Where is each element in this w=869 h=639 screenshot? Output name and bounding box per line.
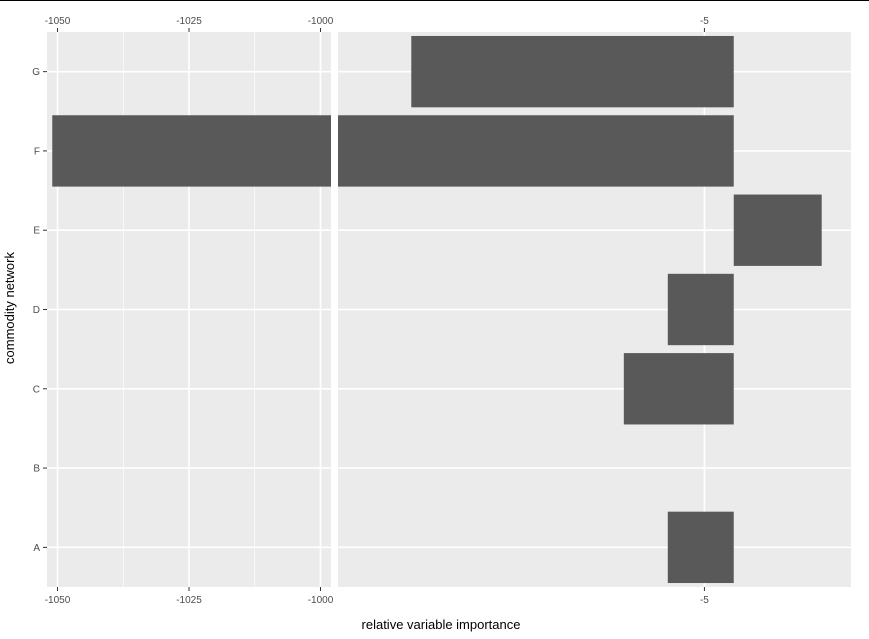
bar-g	[411, 35, 734, 108]
bar-c	[623, 353, 734, 425]
y-tick-label-f: F	[34, 146, 40, 157]
y-axis-title: commodity network	[2, 252, 17, 364]
y-tick-label-a: A	[33, 543, 40, 554]
y-tick-label-g: G	[32, 67, 40, 78]
x-tick-label-top: -1050	[45, 16, 71, 27]
bar-d	[667, 273, 734, 346]
x-tick-label-top: -1025	[176, 16, 202, 27]
x-tick-label-bottom: -1050	[45, 595, 71, 606]
bar-f-left-segment	[52, 115, 332, 187]
bar-a	[667, 511, 734, 584]
axes: -1050 -1050 -1025 -1025 -1000 -1000 -5 -5 A B C D E F…	[32, 16, 709, 606]
x-tick-label-bottom: -1025	[176, 595, 202, 606]
x-tick-label-top: -1000	[308, 16, 334, 27]
x-tick-label-bottom: -5	[700, 595, 709, 606]
x-axis-title: relative variable importance	[362, 617, 521, 632]
x-tick-label-bottom: -1000	[308, 595, 334, 606]
bars	[52, 35, 822, 584]
bar-f-right-segment	[338, 115, 734, 187]
y-tick-label-c: C	[33, 384, 40, 395]
bar-e	[733, 194, 822, 266]
x-tick-label-top: -5	[700, 16, 709, 27]
y-tick-label-d: D	[33, 305, 40, 316]
y-tick-label-e: E	[33, 226, 40, 237]
y-tick-label-b: B	[33, 464, 40, 475]
